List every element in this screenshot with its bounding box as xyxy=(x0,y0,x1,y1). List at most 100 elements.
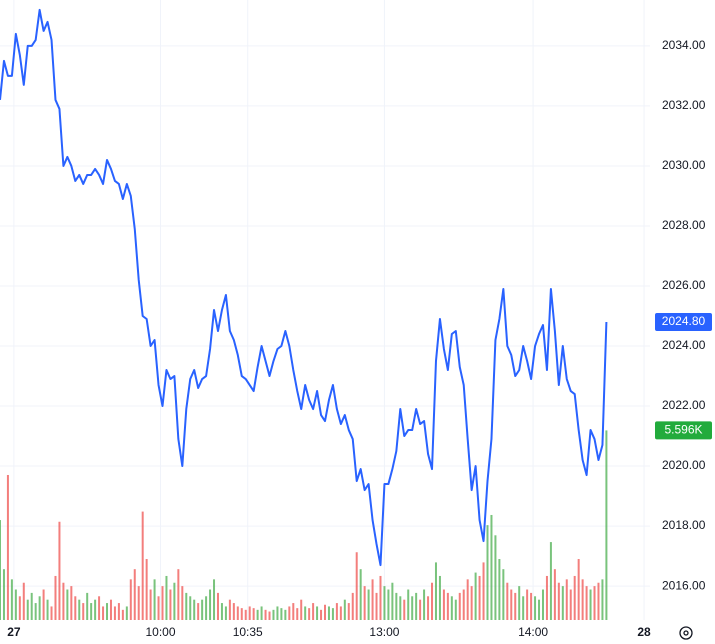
volume-bar xyxy=(169,589,172,620)
volume-bar xyxy=(34,603,37,620)
last-value-label: 2024.80 xyxy=(662,314,706,328)
volume-bar xyxy=(462,589,465,620)
volume-bar xyxy=(121,609,124,620)
volume-bar xyxy=(407,589,410,620)
last-value-box xyxy=(655,313,712,332)
volume-bar xyxy=(593,586,596,620)
volume-bar xyxy=(106,603,109,620)
volume-bar xyxy=(534,596,537,620)
volume-bar xyxy=(466,579,469,620)
volume-bar xyxy=(549,542,552,620)
volume-bar xyxy=(383,586,386,620)
settings-icon[interactable] xyxy=(679,626,693,640)
volume-bar xyxy=(526,589,529,620)
volume-bar xyxy=(411,596,414,620)
volume-bar xyxy=(359,569,362,620)
volume-bar xyxy=(335,603,338,620)
volume-bar xyxy=(427,596,430,620)
volume-bar xyxy=(597,582,600,620)
volume-bar xyxy=(339,606,342,620)
volume-bar xyxy=(82,603,85,620)
volume-bar xyxy=(153,579,156,620)
volume-bar xyxy=(18,596,21,620)
volume-bar xyxy=(474,572,477,620)
volume-bar xyxy=(561,586,564,620)
volume-bar xyxy=(58,521,61,620)
volume-bar xyxy=(133,569,136,620)
x-tick-label: 13:00 xyxy=(369,625,399,639)
volume-bar xyxy=(185,592,188,620)
volume-bar xyxy=(482,562,485,620)
y-tick-label: 2030.00 xyxy=(662,158,706,172)
volume-bar xyxy=(252,608,255,620)
volume-bar xyxy=(522,596,525,620)
volume-bar xyxy=(30,592,33,620)
volume-bar xyxy=(113,606,116,620)
volume-bar xyxy=(327,606,330,620)
volume-bar xyxy=(379,575,382,620)
volume-bar xyxy=(129,579,132,620)
volume-bar xyxy=(86,592,89,620)
volume-bar xyxy=(300,599,303,620)
volume-bar xyxy=(581,579,584,620)
volume-bar xyxy=(324,604,326,620)
volume-bar xyxy=(78,599,81,620)
volume-bar xyxy=(244,609,247,620)
volume-bar xyxy=(54,575,57,620)
volume-bar xyxy=(22,582,25,620)
volume-bar xyxy=(458,592,461,620)
volume-bar xyxy=(6,474,9,620)
volume-bar xyxy=(423,589,426,620)
volume-bar xyxy=(589,589,592,620)
volume-bar xyxy=(316,606,319,620)
settings-core[interactable] xyxy=(683,630,689,636)
volume-bar xyxy=(545,575,548,620)
volume-bar xyxy=(506,582,509,620)
y-tick-label: 2024.00 xyxy=(662,338,706,352)
volume-bar xyxy=(502,569,505,620)
y-tick-label: 2022.00 xyxy=(662,398,706,412)
volume-bar xyxy=(224,606,227,620)
volume-bar xyxy=(415,592,418,620)
volume-bar xyxy=(391,582,394,620)
volume-bar xyxy=(42,589,45,620)
volume-bar xyxy=(585,586,588,620)
volume-bar xyxy=(565,579,568,620)
volume-bar xyxy=(280,608,283,620)
volume-bar xyxy=(74,596,77,620)
volume-bar xyxy=(355,552,358,620)
volume-bar xyxy=(50,606,53,620)
volume-bar xyxy=(363,586,366,620)
volume-bar xyxy=(264,609,267,620)
volume-bar xyxy=(431,582,434,620)
settings-ring[interactable] xyxy=(679,626,693,640)
volume-bar xyxy=(518,586,521,620)
volume-bar xyxy=(268,611,271,620)
volume-bar xyxy=(351,592,354,620)
volume-bar xyxy=(494,535,497,620)
volume-bar xyxy=(248,606,251,620)
volume-bar xyxy=(240,608,243,620)
volume-bar xyxy=(577,559,580,620)
volume-bar xyxy=(557,582,560,620)
y-tick-label: 2026.00 xyxy=(662,278,706,292)
volume-bar xyxy=(216,592,219,620)
volume-bar xyxy=(94,599,97,620)
volume-bar xyxy=(109,599,112,620)
volume-bar xyxy=(419,599,422,620)
price-line xyxy=(0,8,608,567)
volume-bar xyxy=(486,525,489,620)
volume-bar xyxy=(395,592,398,620)
volume-bar xyxy=(236,606,239,620)
volume-bar xyxy=(601,579,604,620)
volume-bar xyxy=(0,520,1,620)
y-tick-label: 2032.00 xyxy=(662,98,706,112)
volume-bar xyxy=(256,609,259,620)
volume-bar xyxy=(46,599,49,620)
volume-bar xyxy=(438,575,441,620)
volume-bar xyxy=(197,603,200,620)
y-tick-label: 2034.00 xyxy=(662,38,706,52)
volume-bar xyxy=(220,603,223,620)
y-tick-label: 2028.00 xyxy=(662,218,706,232)
